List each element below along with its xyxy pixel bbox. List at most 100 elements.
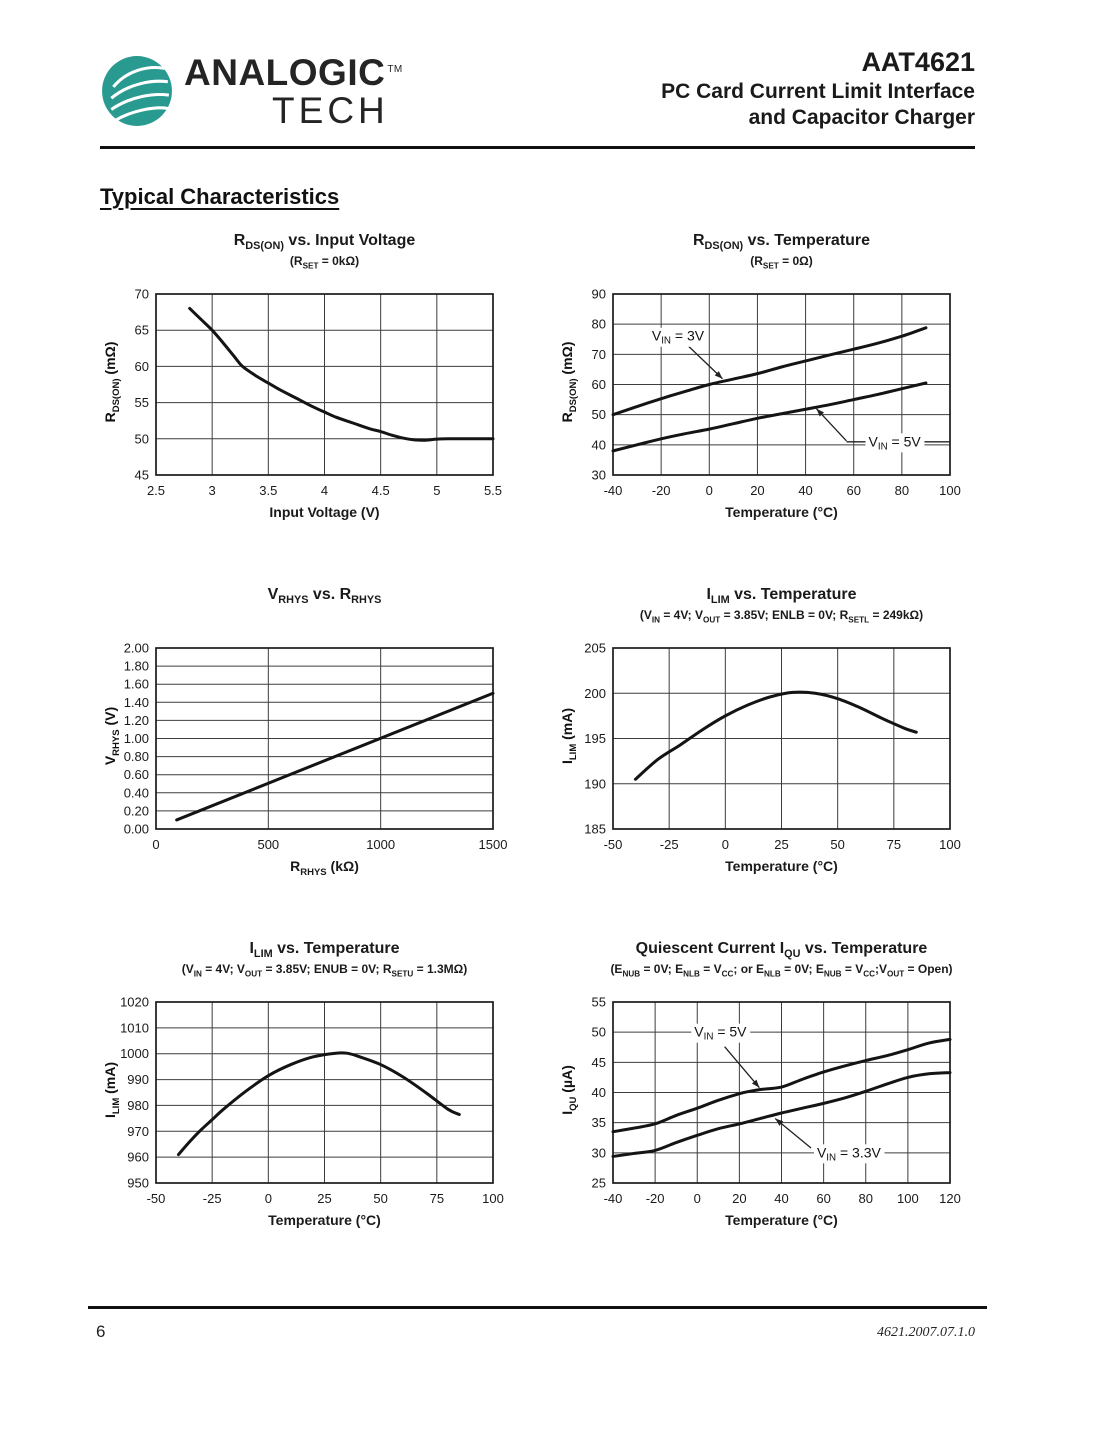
chart-title: RDS(ON) vs. Input Voltage <box>233 232 416 253</box>
y-tick-label: 195 <box>584 731 606 746</box>
y-tick-label: 65 <box>135 323 149 338</box>
x-tick-label: 1500 <box>479 837 508 852</box>
chart-ilim-upper-vs-temperature: ILIM vs. Temperature (VIN = 4V; VOUT = 3.… <box>102 938 509 1228</box>
y-tick-label: 0.20 <box>124 803 149 818</box>
x-tick-label: 2.5 <box>147 483 165 498</box>
series-line-vin-5v <box>611 381 928 453</box>
x-tick-label: 100 <box>939 483 961 498</box>
plot-border <box>612 647 951 830</box>
y-tick-label: 185 <box>584 822 606 837</box>
series-line-ilim <box>176 1051 461 1157</box>
x-tick-label: 75 <box>887 837 901 852</box>
series-line-ilim <box>633 690 918 781</box>
x-tick-label: 60 <box>816 1191 830 1206</box>
trademark-symbol: TM <box>387 63 403 75</box>
y-tick-label: 0.40 <box>124 785 149 800</box>
y-tick-label: 30 <box>592 1145 606 1160</box>
chart-vrhys-vs-rrhys: VRHYS vs. RRHYS VRHYS (V) 0 500 1000 1500 0.00… <box>102 584 509 878</box>
x-axis-label: RRHYS (kΩ) <box>290 858 359 878</box>
annotation-arrowhead <box>751 1079 760 1088</box>
logo-text: ANALOGIC TM TECH <box>184 54 403 129</box>
x-tick-label: 20 <box>732 1191 746 1206</box>
annotation-label-bg <box>648 327 708 347</box>
y-tick-label: 950 <box>127 1176 149 1191</box>
y-tick-label: 45 <box>592 1055 606 1070</box>
y-tick-label: 55 <box>592 996 606 1010</box>
y-tick-label: 990 <box>127 1072 149 1087</box>
x-tick-label: 40 <box>774 1191 788 1206</box>
document-version: 4621.2007.07.1.0 <box>877 1325 975 1340</box>
logo-leaf-line <box>110 79 169 100</box>
y-tick-label: 970 <box>127 1124 149 1139</box>
y-tick-label: 70 <box>135 288 149 302</box>
logo-leaf-line <box>113 106 169 123</box>
y-tick-label: 2.00 <box>124 642 149 656</box>
x-tick-label: 25 <box>774 837 788 852</box>
series-line-vin-3.3v <box>611 1071 952 1158</box>
chart-header: RDS(ON) vs. Input Voltage (RSET = 0kΩ) <box>104 232 509 288</box>
x-axis-label: Input Voltage (V) <box>269 504 380 520</box>
x-tick-label: -40 <box>604 483 623 498</box>
y-axis-label: RDS(ON) (mΩ) <box>559 341 579 423</box>
section-title: Typical Characteristics <box>100 184 340 209</box>
page-number: 6 <box>96 1322 106 1341</box>
x-tick-label: -20 <box>646 1191 665 1206</box>
y-axis-label: RDS(ON) (mΩ) <box>102 341 122 423</box>
chart-header: ILIM vs. Temperature (VIN = 4V; VOUT = 3.… <box>561 586 966 642</box>
chart-plot: 0 500 1000 1500 0.00 0.20 0.40 0.60 0.80 1.00 1.20… <box>124 642 508 852</box>
y-tick-label: 45 <box>135 468 149 483</box>
x-tick-label: -50 <box>147 1191 166 1206</box>
y-axis-label: VRHYS (V) <box>102 706 122 766</box>
x-tick-label: 75 <box>430 1191 444 1206</box>
chart-header: ILIM vs. Temperature (VIN = 4V; VOUT = 3.… <box>104 940 509 996</box>
x-tick-label: -40 <box>604 1191 623 1206</box>
x-tick-label: 100 <box>897 1191 919 1206</box>
annotation-label: VIN = 5V <box>869 433 922 452</box>
series-line-rds-on <box>188 306 495 442</box>
logo-leaf-line <box>110 93 170 111</box>
x-tick-label: 0 <box>152 837 159 852</box>
x-axis-label: Temperature (°C) <box>725 504 838 520</box>
x-tick-label: 4 <box>321 483 328 498</box>
y-tick-label: 1020 <box>120 996 149 1010</box>
chart-title: VRHYS vs. RRHYS <box>267 586 382 607</box>
x-tick-label: 25 <box>317 1191 331 1206</box>
analogictech-logo: ANALOGIC TM TECH <box>100 54 403 129</box>
analogictech-leaf-mark-icon <box>102 56 172 126</box>
logo-leaf-line <box>112 66 166 88</box>
y-tick-label: 70 <box>592 347 606 362</box>
x-tick-label: 4.5 <box>372 483 390 498</box>
y-tick-label: 55 <box>135 395 149 410</box>
x-tick-label: 50 <box>830 837 844 852</box>
annotation-label: VIN = 5V <box>694 1024 747 1043</box>
x-tick-label: 3 <box>209 483 216 498</box>
x-axis-label: Temperature (°C) <box>268 1212 381 1228</box>
x-tick-label: 500 <box>257 837 279 852</box>
annotation-leader-line <box>724 1046 760 1089</box>
y-tick-label: 50 <box>592 1025 606 1040</box>
chart-rdson-vs-input-voltage: RDS(ON) vs. Input Voltage (RSET = 0kΩ) RDS… <box>102 230 509 520</box>
y-tick-label: 30 <box>592 468 606 483</box>
brand-name-top: ANALOGIC TM <box>184 54 403 91</box>
y-tick-label: 1010 <box>120 1020 149 1035</box>
chart-plot: -40 -20 0 20 40 60 80 100 30 40 50 60 70 80 90 VIN = 3V… <box>592 288 961 498</box>
chart-header: VRHYS vs. RRHYS <box>104 586 509 642</box>
x-tick-label: 80 <box>895 483 909 498</box>
x-tick-label: 100 <box>939 837 961 852</box>
chart-ilim-lower-vs-temperature: ILIM vs. Temperature (VIN = 4V; VOUT = 3.… <box>559 584 966 874</box>
brand-tech: TECH <box>272 90 389 131</box>
chart-title: ILIM vs. Temperature <box>249 940 400 961</box>
annotation-label-bg <box>865 433 925 453</box>
chart-plot: -40 -20 0 20 40 60 80 100 120 25 30 35 40 45 50 55 VIN =… <box>592 996 961 1206</box>
chart-iqu-vs-temperature: Quiescent Current IQU vs. Temperature (EN… <box>559 938 966 1228</box>
y-axis-label: ILIM (mA) <box>559 707 579 765</box>
chart-title: Quiescent Current IQU vs. Temperature <box>635 940 928 961</box>
chart-plot: 2.5 3 3.5 4 4.5 5 5.5 45 50 55 60 65 70 <box>135 288 503 498</box>
annotation-label: VIN = 3.3V <box>817 1144 882 1163</box>
y-tick-label: 1.60 <box>124 677 149 692</box>
y-tick-label: 0.00 <box>124 822 149 837</box>
annotation-label: VIN = 3V <box>652 328 705 347</box>
chart-title: ILIM vs. Temperature <box>706 586 857 607</box>
annotation-arrowhead <box>816 408 825 417</box>
y-tick-label: 60 <box>592 377 606 392</box>
